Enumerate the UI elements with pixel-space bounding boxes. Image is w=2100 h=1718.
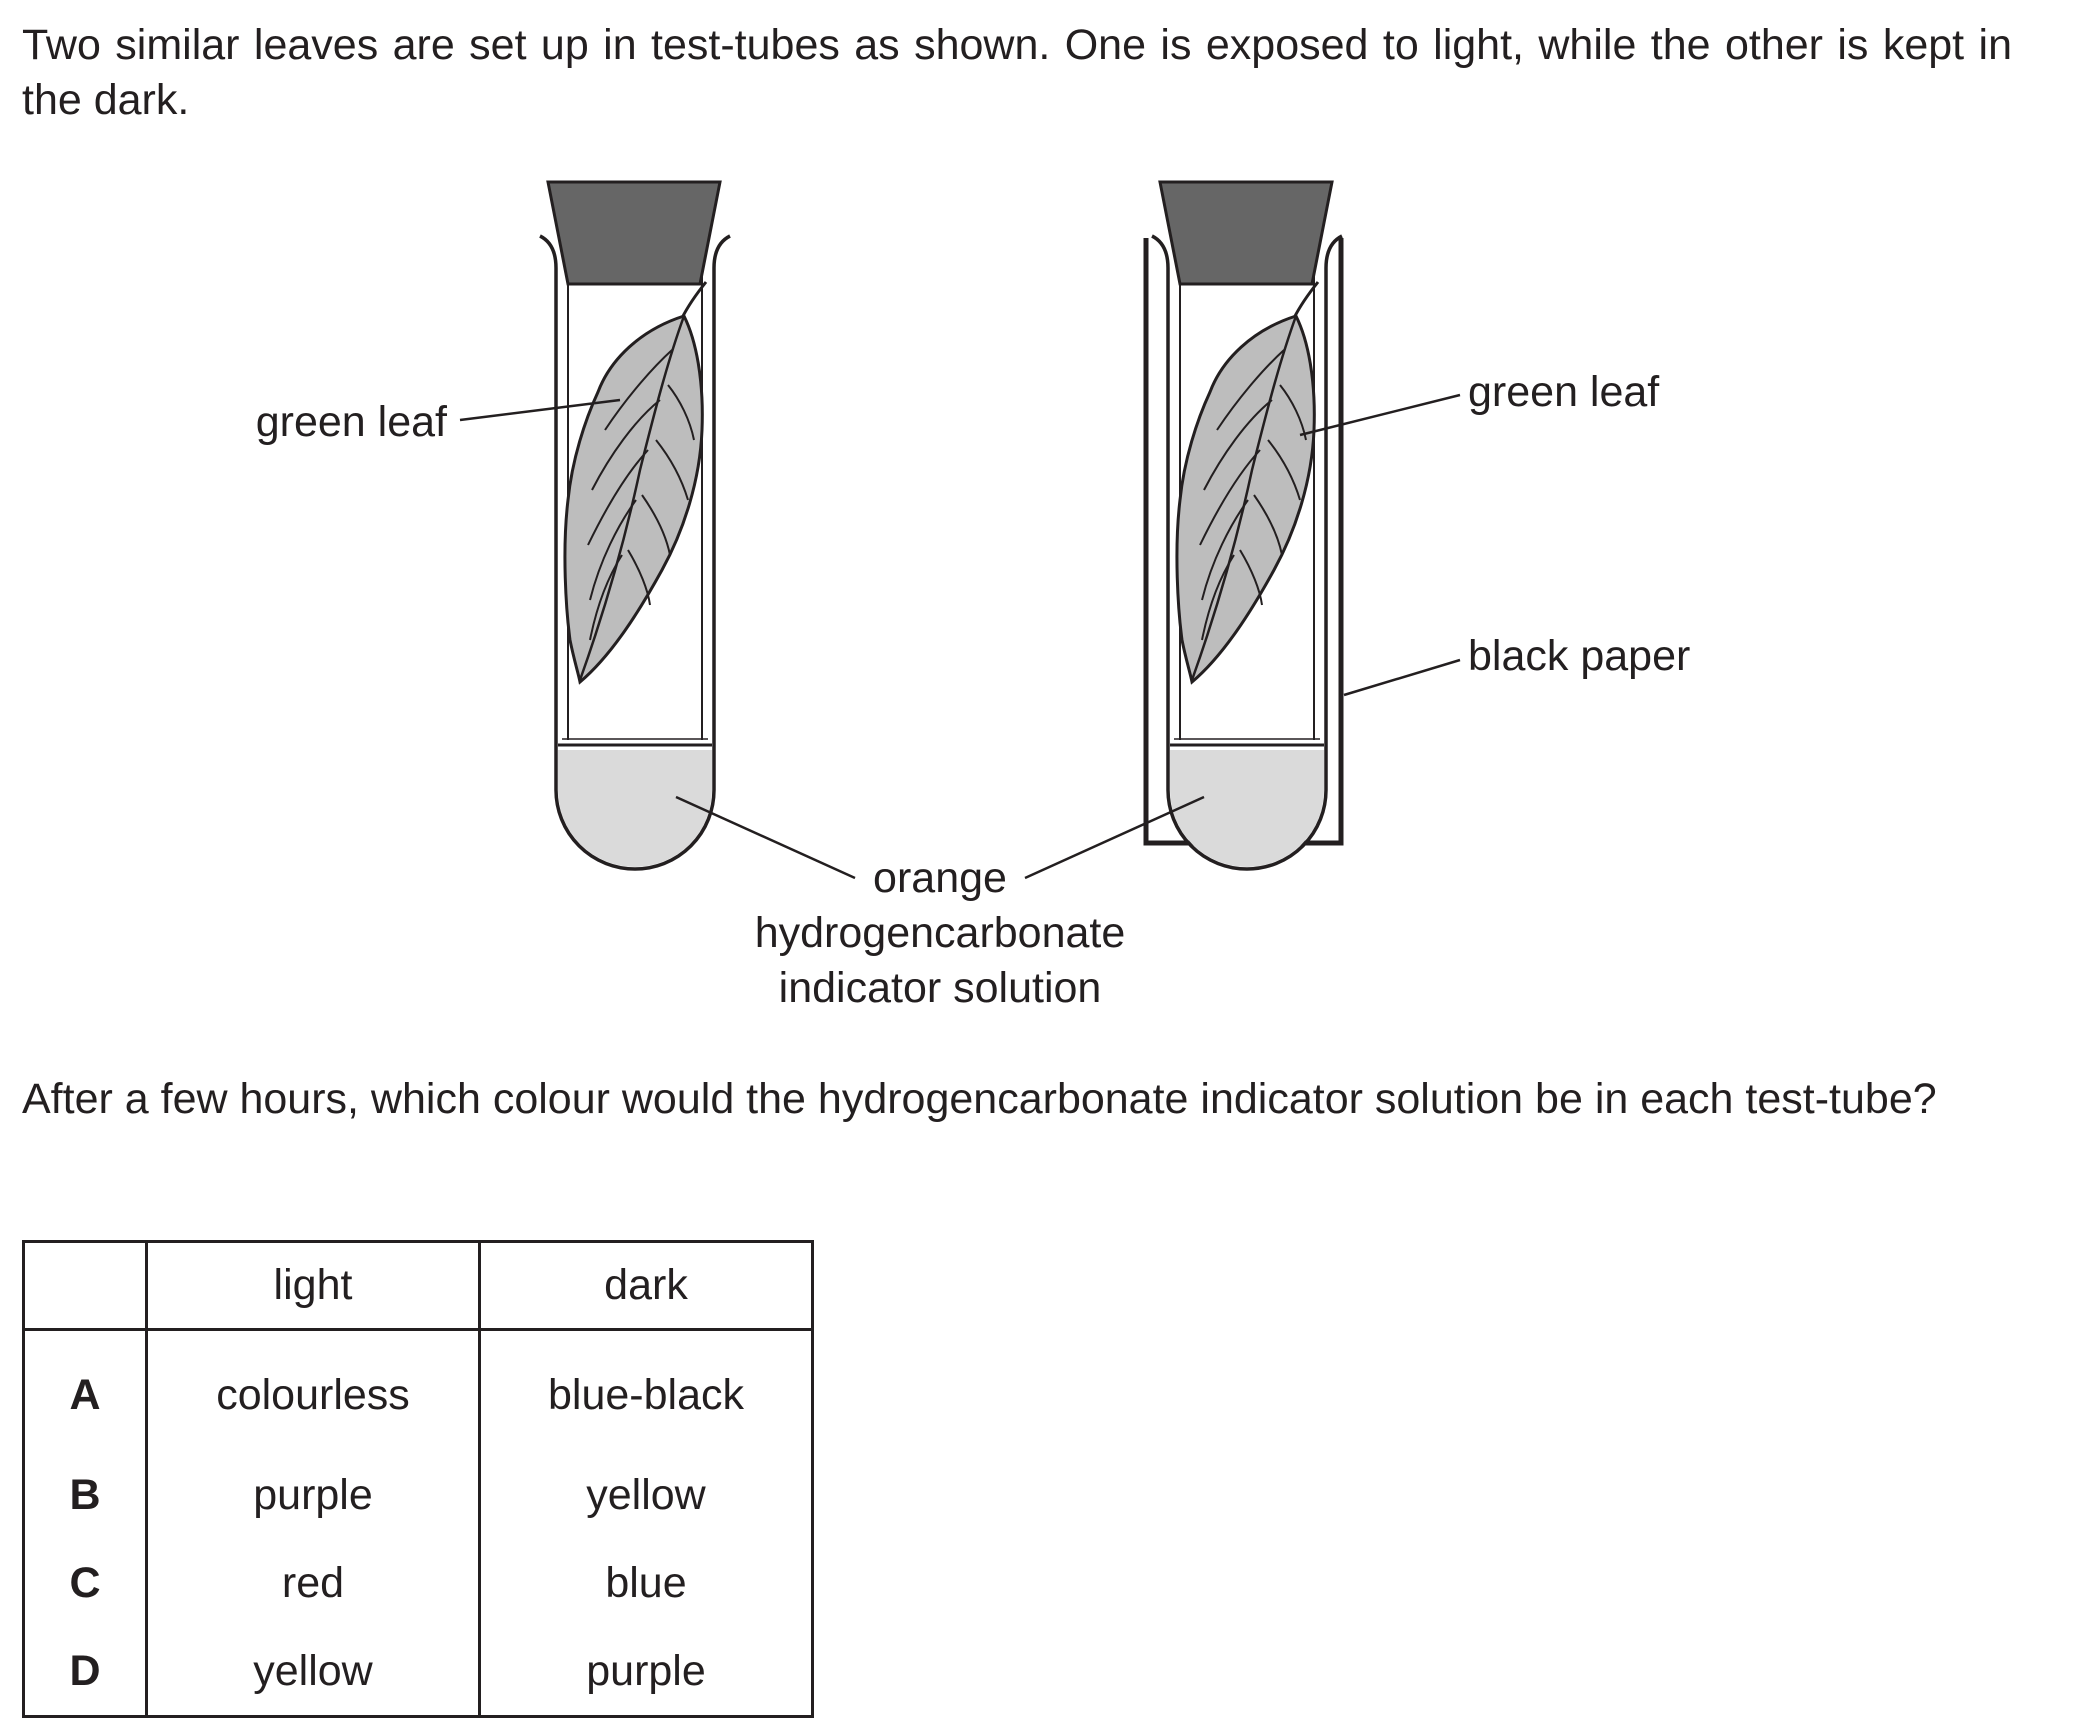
option-light: yellow (147, 1627, 480, 1717)
left-solution-leader (676, 797, 855, 878)
right-green-leaf (1177, 282, 1318, 682)
option-dark: blue-black (480, 1330, 813, 1452)
option-letter: D (24, 1627, 147, 1717)
table-row: A colourless blue-black (24, 1330, 813, 1452)
black-paper-label: black paper (1468, 632, 1690, 680)
header-light: light (147, 1242, 480, 1330)
left-stopper (548, 182, 720, 284)
right-stopper (1160, 182, 1332, 284)
left-green-leaf (565, 282, 706, 682)
header-dark: dark (480, 1242, 813, 1330)
table-row: C red blue (24, 1539, 813, 1627)
table-row: D yellow purple (24, 1627, 813, 1717)
option-light: colourless (147, 1330, 480, 1452)
solution-label-line-2: hydrogencarbonate (755, 909, 1126, 957)
option-light: purple (147, 1451, 480, 1539)
option-light: red (147, 1539, 480, 1627)
right-leaf-label: green leaf (1468, 368, 1660, 416)
left-leaf-label: green leaf (256, 398, 448, 446)
option-dark: purple (480, 1627, 813, 1717)
answer-options-table: light dark A colourless blue-black B pur… (22, 1240, 814, 1718)
right-leaf-leader (1300, 395, 1460, 435)
right-solution-leader (1025, 797, 1204, 878)
black-paper-leader (1344, 660, 1460, 695)
option-dark: blue (480, 1539, 813, 1627)
option-dark: yellow (480, 1451, 813, 1539)
question-text: After a few hours, which colour would th… (22, 1072, 2012, 1127)
solution-label-line-3: indicator solution (779, 964, 1102, 1012)
option-letter: A (24, 1330, 147, 1452)
option-letter: B (24, 1451, 147, 1539)
option-letter: C (24, 1539, 147, 1627)
table-row: B purple yellow (24, 1451, 813, 1539)
solution-label-line-1: orange (873, 854, 1007, 902)
table-header-row: light dark (24, 1242, 813, 1330)
header-blank (24, 1242, 147, 1330)
